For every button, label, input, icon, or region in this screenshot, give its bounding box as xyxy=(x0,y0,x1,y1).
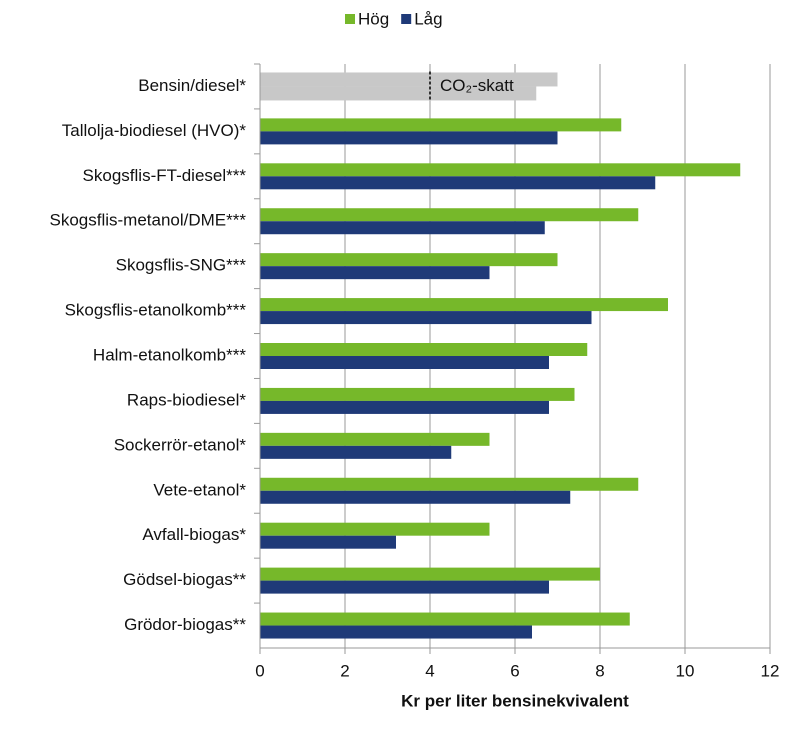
bar xyxy=(260,567,600,581)
bar xyxy=(260,490,571,504)
x-tick-label: 6 xyxy=(510,661,519,680)
x-axis-label: Kr per liter bensinekvivalent xyxy=(401,691,629,710)
y-tick-label: Skogsflis-SNG*** xyxy=(116,256,247,275)
bar xyxy=(260,625,532,639)
bar xyxy=(260,535,396,549)
y-tick-label: Bensin/diesel* xyxy=(138,76,246,95)
bar xyxy=(260,253,558,267)
y-tick-label: Skogsflis-FT-diesel*** xyxy=(83,166,247,185)
y-tick-label: Gödsel-biogas** xyxy=(123,570,246,589)
reference-label: CO₂-skatt xyxy=(440,76,514,95)
x-tick-label: 12 xyxy=(761,661,780,680)
x-tick-label: 0 xyxy=(255,661,264,680)
bar xyxy=(260,176,656,190)
reference-bar xyxy=(260,86,537,101)
bar xyxy=(260,343,588,356)
y-tick-label: Grödor-biogas** xyxy=(124,615,246,634)
reference-bar xyxy=(260,72,558,87)
y-tick-label: Halm-etanolkomb*** xyxy=(93,345,246,364)
y-tick-label: Avfall-biogas* xyxy=(142,525,246,544)
x-tick-label: 8 xyxy=(595,661,604,680)
bar xyxy=(260,522,490,536)
x-tick-label: 4 xyxy=(425,661,434,680)
y-tick-label: Sockerrör-etanol* xyxy=(114,435,247,454)
bar xyxy=(260,356,549,369)
bar xyxy=(260,208,639,222)
y-tick-label: Vete-etanol* xyxy=(153,480,246,499)
bar xyxy=(260,580,549,594)
bar xyxy=(260,131,558,145)
y-tick-label: Skogsflis-metanol/DME*** xyxy=(49,211,246,230)
bar xyxy=(260,118,622,132)
bar xyxy=(260,432,490,446)
legend-swatch xyxy=(401,14,412,24)
bar xyxy=(260,311,592,325)
y-tick-label: Tallolja-biodiesel (HVO)* xyxy=(62,121,247,140)
bar xyxy=(260,477,639,491)
bar xyxy=(260,612,630,626)
y-tick-label: Skogsflis-etanolkomb*** xyxy=(65,301,247,320)
legend-swatch xyxy=(345,14,355,24)
bar xyxy=(260,387,575,401)
bar xyxy=(260,163,741,177)
y-tick-label: Raps-biodiesel* xyxy=(127,390,246,409)
x-tick-label: 2 xyxy=(340,661,349,680)
bar xyxy=(260,221,545,235)
bar xyxy=(260,400,549,414)
legend-label: Låg xyxy=(414,9,442,28)
x-tick-label: 10 xyxy=(676,661,695,680)
bar xyxy=(260,266,490,280)
bar xyxy=(260,298,668,312)
legend-label: Hög xyxy=(358,9,389,28)
bar xyxy=(260,445,452,459)
